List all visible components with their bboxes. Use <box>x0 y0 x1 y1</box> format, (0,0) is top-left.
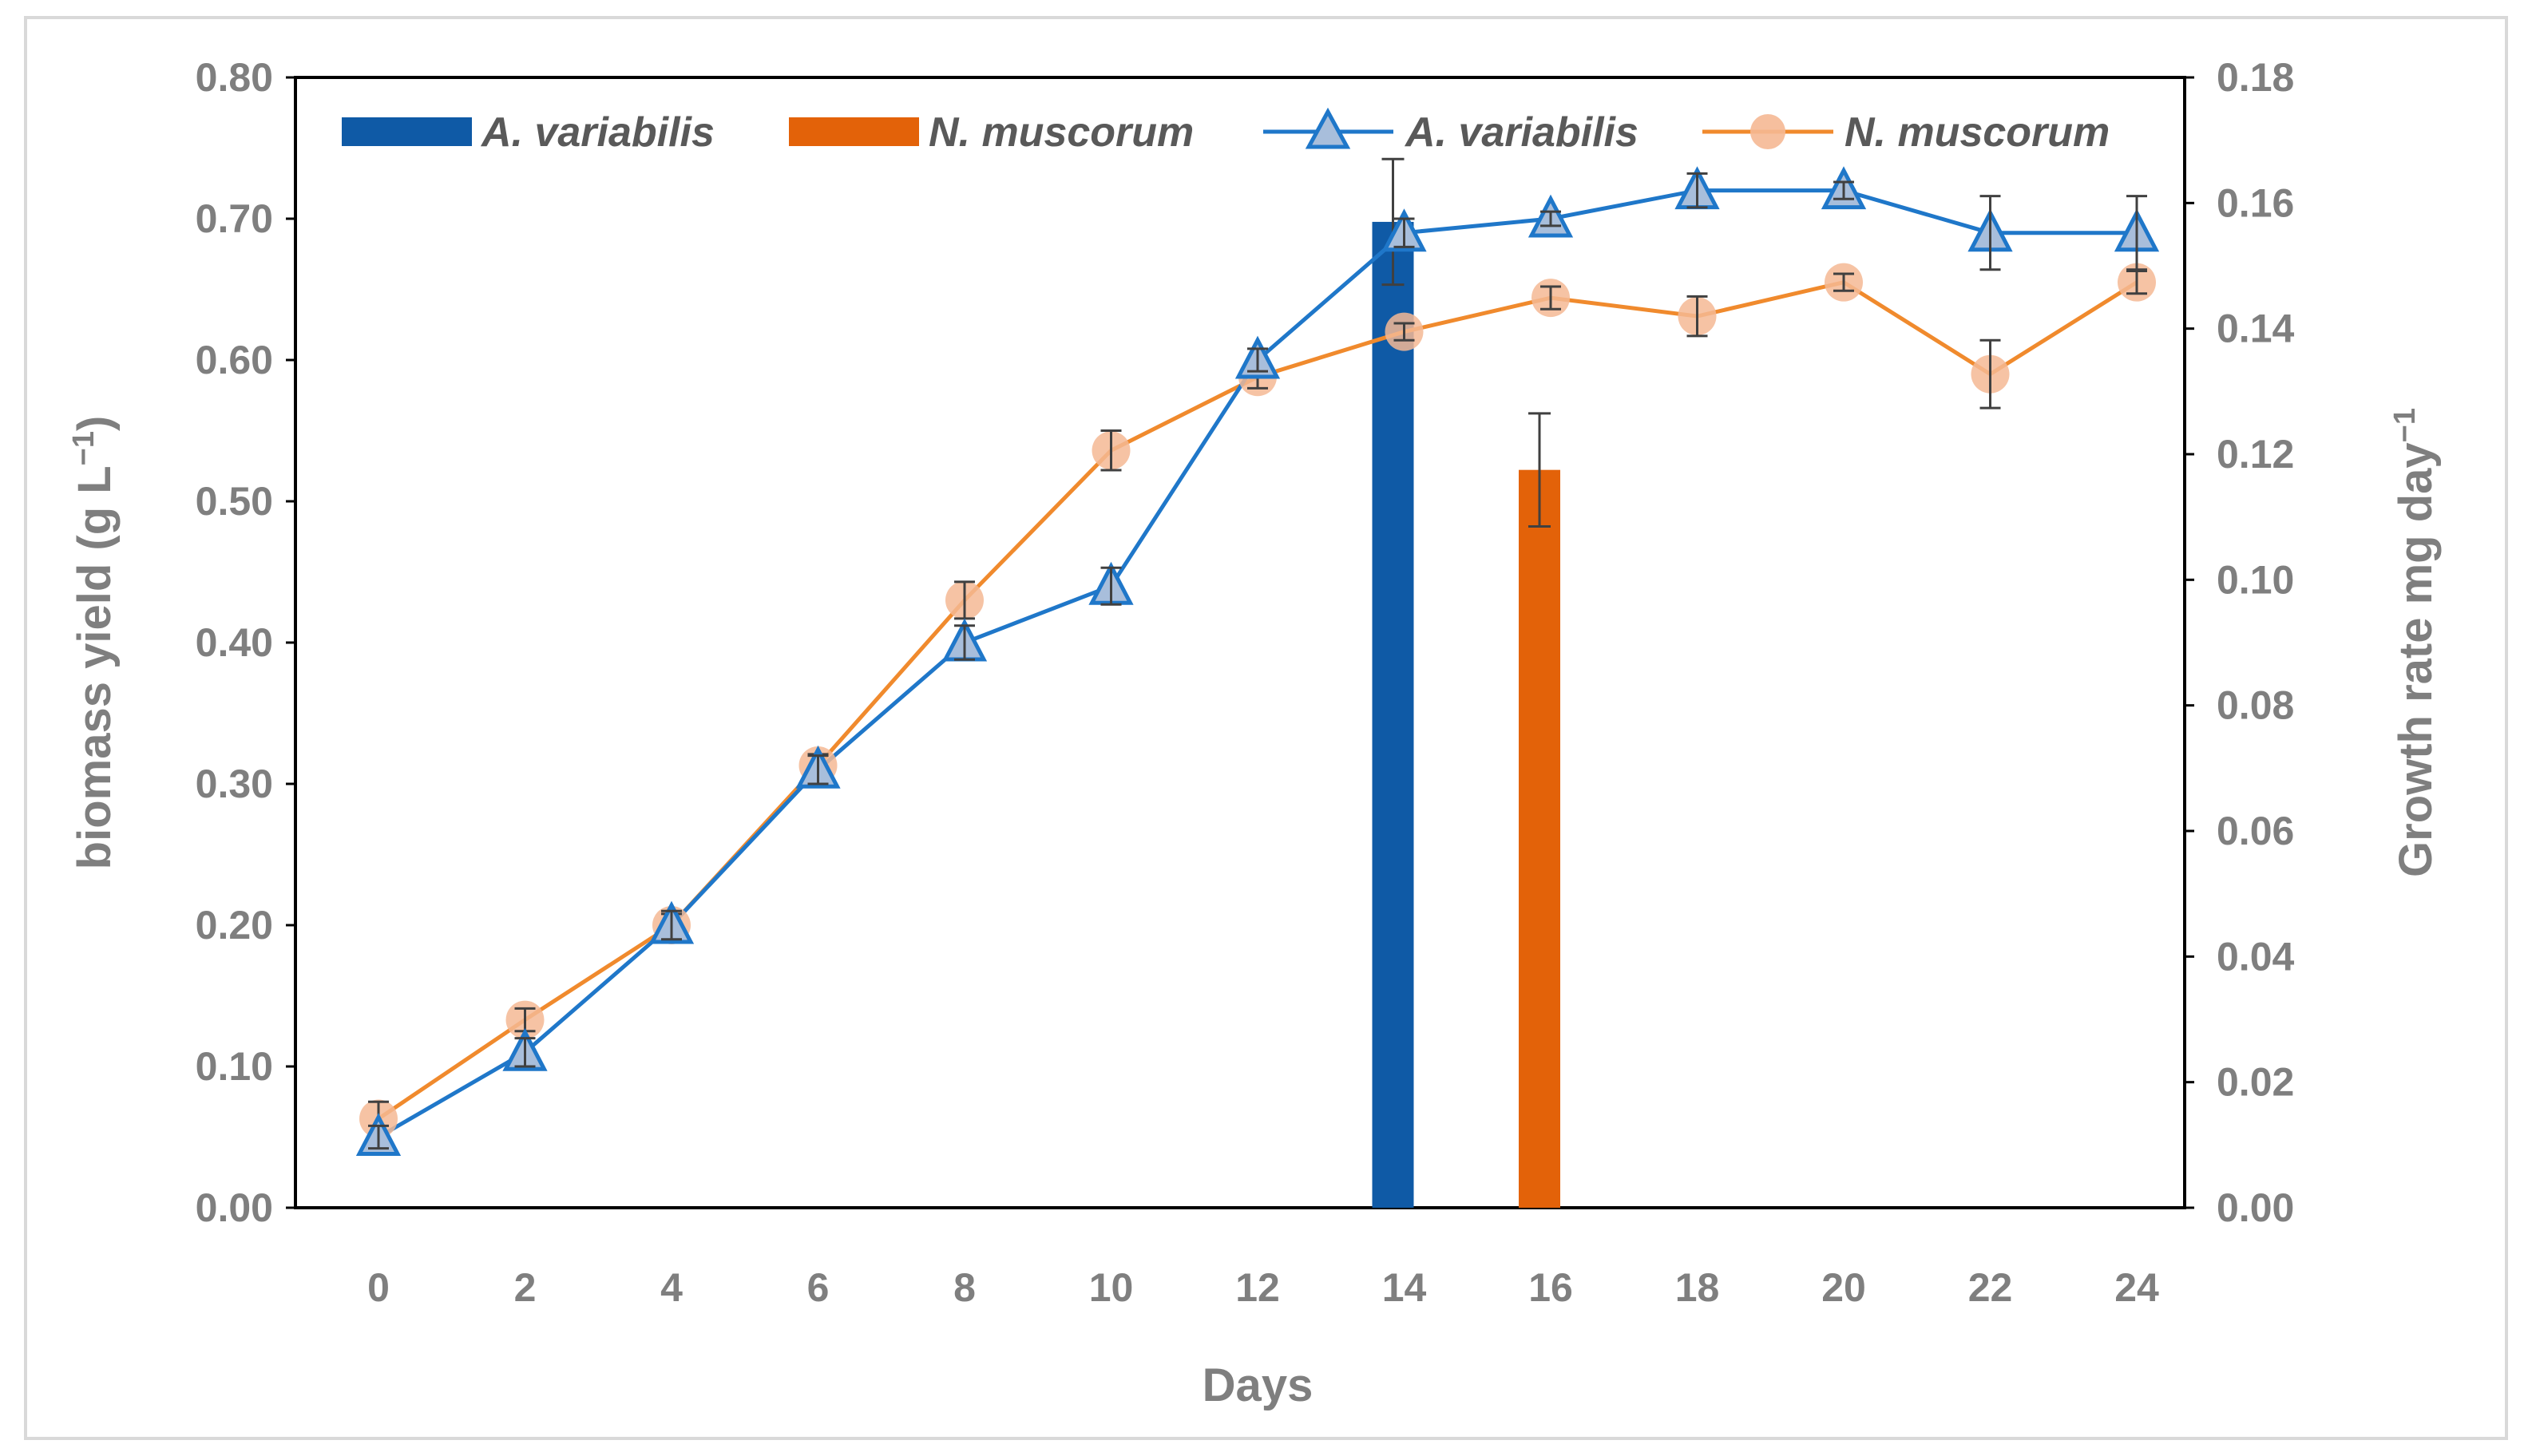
y-tick-label: 0.00 <box>196 1185 273 1230</box>
legend-label-bar-n-muscorum: N. muscorum <box>929 109 1194 156</box>
y-tick-label: 0.60 <box>196 338 273 382</box>
x-tick-label: 24 <box>2114 1265 2159 1310</box>
x-tick-label: 10 <box>1089 1265 1134 1310</box>
y2-tick-label: 0.12 <box>2217 432 2294 477</box>
legend-marker-a-variabilis <box>1305 107 1351 149</box>
x-tick-label: 20 <box>1821 1265 1866 1310</box>
x-tick-label: 14 <box>1382 1265 1427 1310</box>
chart-frame <box>24 16 2508 1440</box>
y-tick-label: 0.70 <box>196 196 273 241</box>
y2-tick-label: 0.04 <box>2217 934 2295 979</box>
x-tick-label: 12 <box>1235 1265 1280 1310</box>
legend: A. variabilis N. muscorum A. variabilis N. … <box>342 107 2110 156</box>
bar-n-muscorum <box>1519 469 1560 1208</box>
x-tick-label: 22 <box>1968 1265 2013 1310</box>
y2-tick-label: 0.14 <box>2217 307 2295 351</box>
bar-a-variabilis <box>1372 221 1414 1208</box>
series-line-n-muscorum <box>377 279 2138 1121</box>
legend-label-line-a-variabilis: A. variabilis <box>1404 109 1638 156</box>
legend-swatch-bar-a-variabilis <box>342 117 472 146</box>
y-axis-title-main: biomass yield (g L <box>69 465 121 869</box>
y2-tick-label: 0.18 <box>2217 55 2294 100</box>
legend-swatch-bar-n-muscorum <box>789 117 919 146</box>
y2-tick-label: 0.16 <box>2217 180 2294 225</box>
y2-tick-label: 0.10 <box>2217 557 2294 602</box>
y-tick-label: 0.80 <box>196 55 273 100</box>
x-tick-label: 0 <box>367 1265 390 1310</box>
y-tick-label: 0.10 <box>196 1044 273 1089</box>
x-tick-label: 18 <box>1675 1265 1720 1310</box>
plot-area <box>294 76 2186 1209</box>
y-tick-label: 0.50 <box>196 479 273 524</box>
x-tick-label: 16 <box>1528 1265 1573 1310</box>
y-axis-title: biomass yield (g L−1) <box>67 416 121 870</box>
legend-marker-n-muscorum <box>1750 114 1785 149</box>
x-axis-title: Days <box>1203 1359 1314 1411</box>
legend-label-bar-a-variabilis: A. variabilis <box>480 109 715 156</box>
y2-axis-title: Growth rate mg day−1 <box>2388 408 2442 877</box>
y2-tick-label: 0.00 <box>2217 1185 2294 1230</box>
y2-tick-label: 0.08 <box>2217 683 2294 728</box>
y-axis-title-sup: −1 <box>67 431 101 465</box>
y-tick-label: 0.40 <box>196 620 273 665</box>
x-tick-label: 4 <box>660 1265 683 1310</box>
x-tick-label: 8 <box>953 1265 976 1310</box>
x-tick-label: 2 <box>514 1265 537 1310</box>
series-line-a-variabilis <box>377 188 2137 1139</box>
y2-tick-label: 0.06 <box>2217 809 2294 853</box>
legend-label-line-n-muscorum: N. muscorum <box>1845 109 2110 156</box>
x-tick-label: 6 <box>807 1265 830 1310</box>
y2-tick-label: 0.02 <box>2217 1060 2294 1105</box>
y2-axis-title-sup: −1 <box>2388 408 2422 442</box>
y-tick-label: 0.20 <box>196 903 273 948</box>
y-tick-label: 0.30 <box>196 762 273 806</box>
y-axis-title-end: ) <box>69 416 121 431</box>
y2-axis-title-main: Growth rate mg day <box>2390 442 2442 877</box>
